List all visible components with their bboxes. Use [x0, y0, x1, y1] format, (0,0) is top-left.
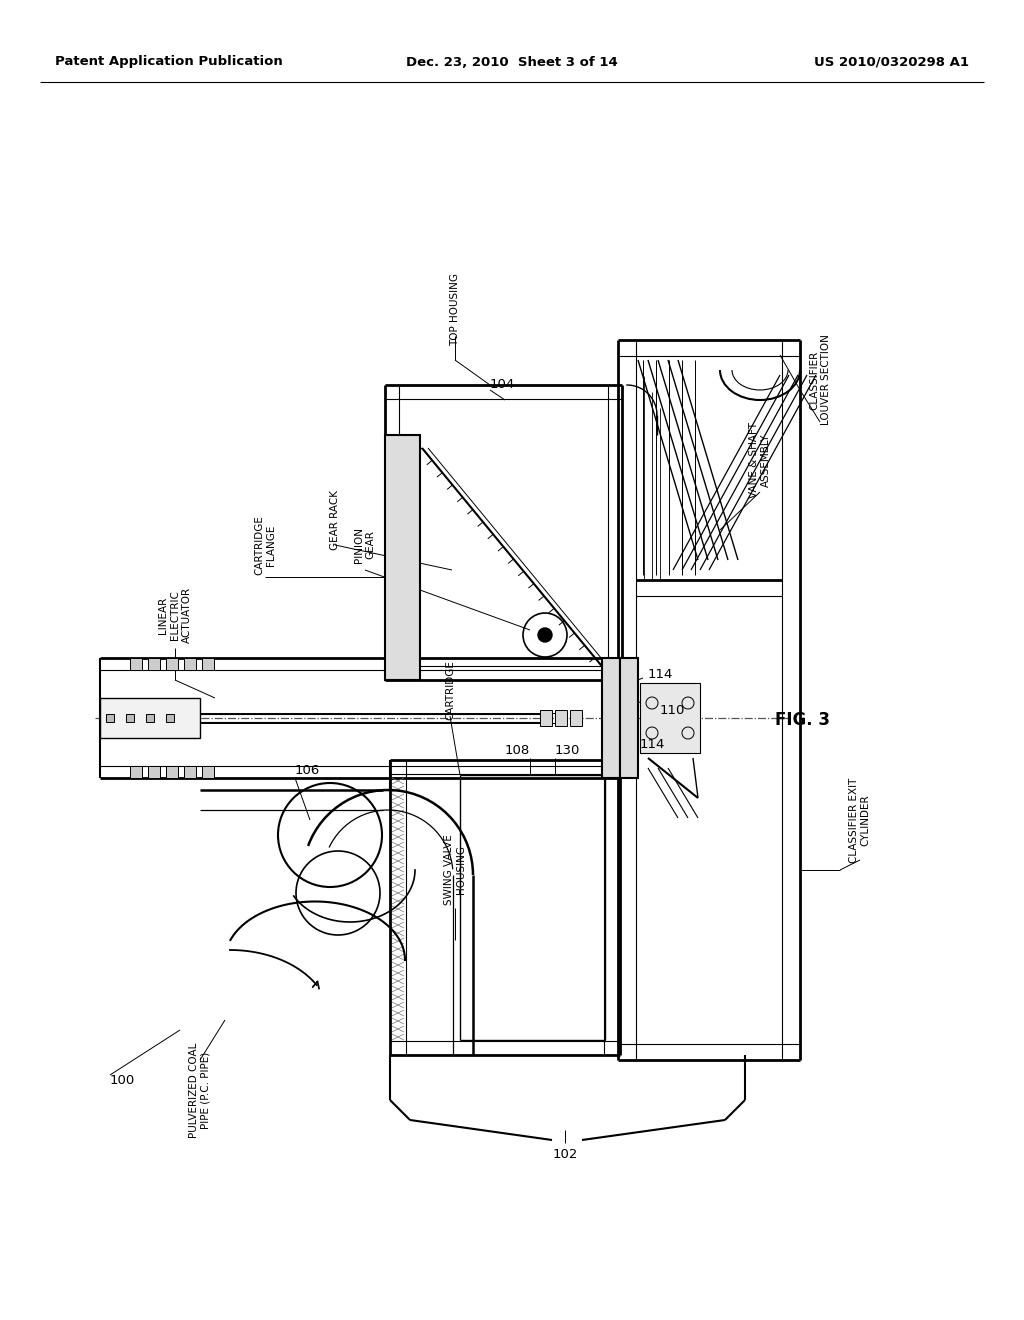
Bar [202, 657, 214, 671]
Bar [620, 657, 638, 777]
Bar [555, 710, 567, 726]
Text: Dec. 23, 2010  Sheet 3 of 14: Dec. 23, 2010 Sheet 3 of 14 [407, 55, 617, 69]
Bar [166, 766, 178, 777]
Text: GEAR RACK: GEAR RACK [330, 490, 340, 550]
Bar [385, 436, 420, 680]
Text: SWING VALVE
HOUSING: SWING VALVE HOUSING [444, 834, 466, 906]
Text: VANE & SHAFT
ASSEMBLY: VANE & SHAFT ASSEMBLY [750, 422, 771, 498]
Text: 106: 106 [295, 763, 321, 776]
Bar [130, 657, 142, 671]
Text: 114: 114 [648, 668, 674, 681]
Bar [602, 657, 620, 777]
Text: FIG. 3: FIG. 3 [775, 711, 830, 729]
Text: 110: 110 [660, 704, 685, 717]
Bar [202, 766, 214, 777]
Text: PULVERIZED COAL
PIPE (P.C. PIPE): PULVERIZED COAL PIPE (P.C. PIPE) [189, 1043, 211, 1138]
Text: 130: 130 [555, 743, 581, 756]
Bar [166, 657, 178, 671]
Bar [146, 714, 154, 722]
Text: TOP HOUSING: TOP HOUSING [450, 273, 460, 346]
Bar [148, 657, 160, 671]
Bar [184, 657, 196, 671]
Bar [540, 710, 552, 726]
Bar [106, 714, 114, 722]
Text: CARTRIDGE
FLANGE: CARTRIDGE FLANGE [254, 515, 275, 576]
Text: CARTRIDGE: CARTRIDGE [445, 660, 455, 719]
Bar [126, 714, 134, 722]
Text: 108: 108 [505, 743, 530, 756]
Text: PINION
GEAR: PINION GEAR [354, 527, 376, 564]
Text: 114: 114 [640, 738, 666, 751]
Bar [640, 682, 700, 752]
Text: US 2010/0320298 A1: US 2010/0320298 A1 [814, 55, 969, 69]
Bar [100, 698, 200, 738]
Text: 102: 102 [552, 1148, 578, 1162]
Text: LINEAR
ELECTRIC
ACTUATOR: LINEAR ELECTRIC ACTUATOR [159, 587, 191, 643]
Circle shape [538, 627, 553, 643]
Text: CLASSIFIER EXIT
CYLINDER: CLASSIFIER EXIT CYLINDER [849, 777, 870, 863]
Bar [130, 766, 142, 777]
Bar [184, 766, 196, 777]
Text: 100: 100 [110, 1073, 135, 1086]
Bar [148, 766, 160, 777]
Text: Patent Application Publication: Patent Application Publication [55, 55, 283, 69]
Bar [166, 714, 174, 722]
Text: CLASSIFIER
LOUVER SECTION: CLASSIFIER LOUVER SECTION [809, 334, 830, 425]
Text: 104: 104 [490, 379, 515, 392]
Bar [570, 710, 582, 726]
